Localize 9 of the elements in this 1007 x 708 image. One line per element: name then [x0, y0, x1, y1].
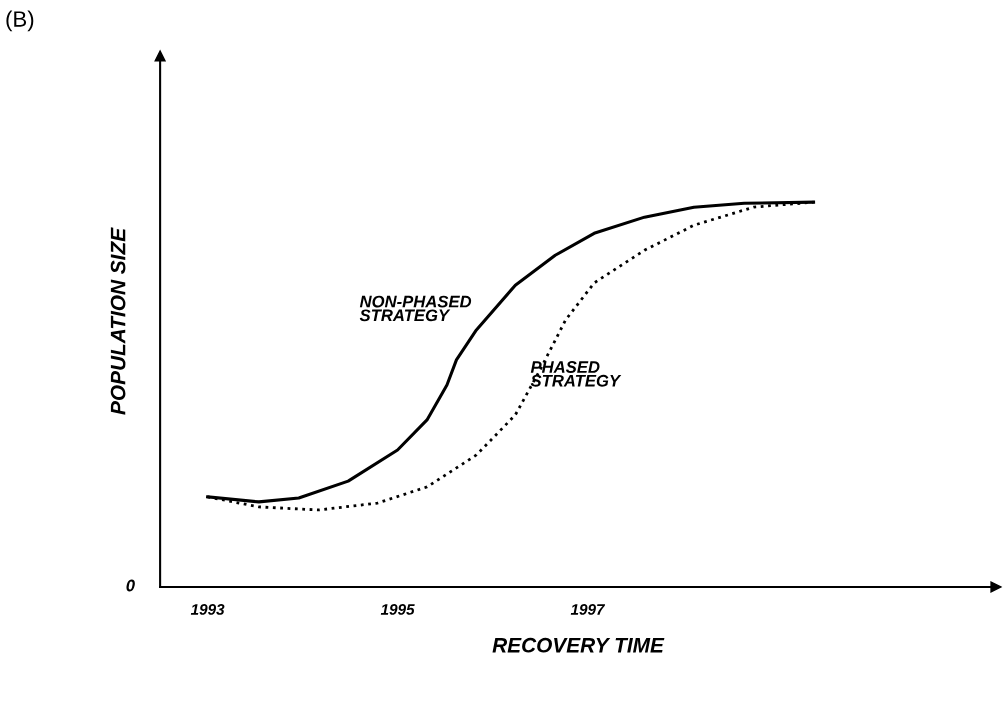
y-axis-title: POPULATION SIZE	[110, 227, 126, 415]
x-tick-label: 1995	[380, 604, 415, 615]
x-tick-label: 1997	[570, 604, 606, 615]
series-label: NON-PHASED STRATEGY	[359, 295, 472, 322]
series-label: PHASED STRATEGY	[530, 361, 622, 387]
chart-title: (B)	[6, 10, 34, 32]
text: 0	[126, 579, 135, 592]
x-tick-label: 1993	[190, 604, 225, 615]
x-axis-title: RECOVERY TIME	[492, 637, 665, 653]
